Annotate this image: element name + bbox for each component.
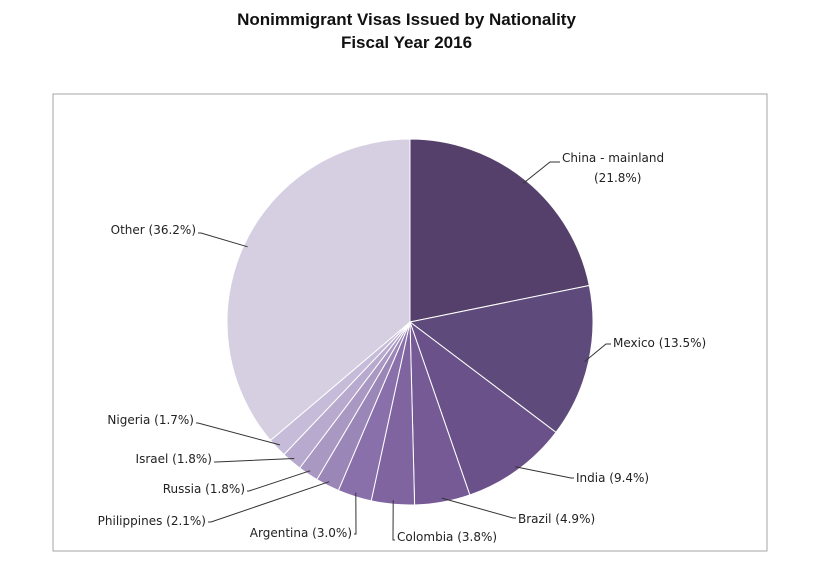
slice-label: Other (36.2%) — [111, 223, 196, 237]
slice-label-percent: (21.8%) — [594, 171, 641, 185]
leader-line — [198, 232, 248, 248]
leader-line — [584, 343, 611, 362]
slice-labels: China - mainland (21.8%) Mexico (13.5%) Ind… — [98, 151, 707, 544]
pie-slice-other — [226, 138, 411, 442]
leader-line — [522, 161, 560, 184]
chart-title: Nonimmigrant Visas Issued by Nationality — [237, 10, 576, 29]
pie-slice-mexico — [408, 284, 594, 434]
slice-label: Russia (1.8%) — [163, 482, 245, 496]
slice-label: Argentina (3.0%) — [250, 526, 352, 540]
pie-slice-india — [408, 320, 557, 496]
slice-label: Nigeria (1.7%) — [107, 413, 194, 427]
leader-line — [208, 481, 330, 523]
slice-label: Mexico (13.5%) — [613, 336, 706, 350]
slice-label: Israel (1.8%) — [136, 452, 212, 466]
slice-label: India (9.4%) — [576, 471, 649, 485]
leader-line — [392, 500, 395, 541]
leader-line — [247, 470, 311, 492]
leader-line — [196, 422, 281, 446]
pie-slices — [226, 138, 594, 506]
leader-line — [441, 497, 516, 519]
leader-line — [354, 492, 357, 535]
leader-lines — [196, 161, 611, 541]
leader-line — [214, 458, 295, 463]
pie-slice-china-mainland — [409, 138, 590, 323]
slice-label: China - mainland — [562, 151, 664, 165]
leader-line — [515, 466, 574, 479]
slice-label: Philippines (2.1%) — [98, 514, 206, 528]
slice-label: Brazil (4.9%) — [518, 512, 595, 526]
slice-label: Colombia (3.8%) — [397, 530, 497, 544]
chart-subtitle: Fiscal Year 2016 — [340, 33, 473, 52]
